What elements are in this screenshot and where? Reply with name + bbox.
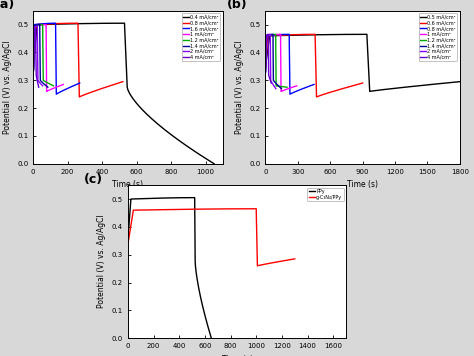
Text: (c): (c)	[84, 173, 103, 186]
Y-axis label: Potential (V) vs. Ag/AgCl: Potential (V) vs. Ag/AgCl	[235, 41, 244, 134]
X-axis label: Time (s): Time (s)	[112, 180, 144, 189]
Text: (b): (b)	[227, 0, 247, 11]
X-axis label: Time (s): Time (s)	[221, 355, 253, 356]
Y-axis label: Potential (V) vs. Ag/AgCl: Potential (V) vs. Ag/AgCl	[97, 215, 106, 308]
Legend: PPy, g-C₃N₄/PPy: PPy, g-C₃N₄/PPy	[307, 188, 344, 201]
Y-axis label: Potential (V) vs. Ag/AgCl: Potential (V) vs. Ag/AgCl	[2, 41, 11, 134]
Legend: 0.5 mA/cm², 0.6 mA/cm², 0.8 mA/cm², 1 mA/cm², 1.2 mA/cm², 1.4 mA/cm², 2 mA/cm², : 0.5 mA/cm², 0.6 mA/cm², 0.8 mA/cm², 1 mA…	[419, 13, 457, 61]
X-axis label: Time (s): Time (s)	[347, 180, 378, 189]
Text: (a): (a)	[0, 0, 16, 11]
Legend: 0.4 mA/cm², 0.8 mA/cm², 1.6 mA/cm², 1 mA/cm², 1.2 mA/cm², 1.4 mA/cm², 2 mA/cm², : 0.4 mA/cm², 0.8 mA/cm², 1.6 mA/cm², 1 mA…	[182, 13, 220, 61]
